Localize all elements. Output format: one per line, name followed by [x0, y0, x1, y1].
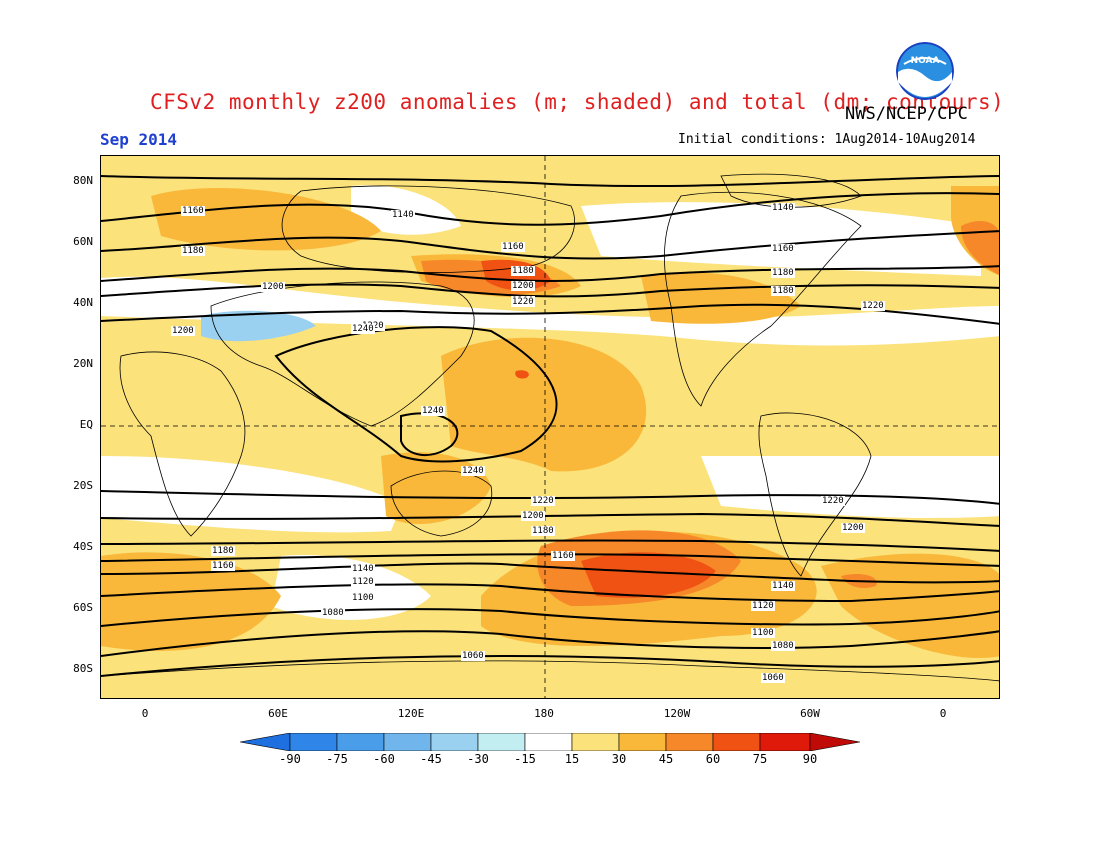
logo-text: NOAA	[910, 56, 940, 66]
contour-label: 1060	[461, 651, 485, 661]
contour-label: 1180	[531, 526, 555, 536]
lon-label: 60E	[268, 707, 288, 720]
contour-label: 1180	[771, 268, 795, 278]
lon-label: 120W	[663, 707, 691, 720]
contour-label: 1180	[771, 286, 795, 296]
colorbar-label: -90	[279, 752, 301, 766]
contour-label: 1080	[321, 608, 345, 618]
contour-label: 1160	[181, 206, 205, 216]
map-center-guides	[101, 156, 999, 698]
initial-conditions: Initial conditions: 1Aug2014-10Aug2014	[678, 132, 976, 147]
contour-label: 1160	[551, 551, 575, 561]
contour-label: 1240	[351, 324, 375, 334]
lon-label: 180	[534, 707, 554, 720]
contour-label: 1140	[391, 210, 415, 220]
contour-label: 1120	[351, 577, 375, 587]
contour-label: 1200	[171, 326, 195, 336]
contour-label: 1100	[351, 593, 375, 603]
colorbar-label: 60	[705, 752, 721, 766]
lat-label: 40N	[73, 296, 93, 309]
contour-label: 1160	[501, 242, 525, 252]
contour-label: 1200	[841, 523, 865, 533]
lat-label: 80N	[73, 174, 93, 187]
contour-label: 1100	[751, 628, 775, 638]
lat-label: 20N	[73, 357, 93, 370]
contour-label: 1220	[511, 297, 535, 307]
colorbar	[239, 732, 861, 755]
contour-label: 1240	[421, 406, 445, 416]
contour-label: 1160	[211, 561, 235, 571]
negative-anomaly-region	[201, 310, 316, 342]
contour-label: 1200	[521, 511, 545, 521]
colorbar-label: -15	[514, 752, 536, 766]
forecast-month: Sep 2014	[100, 130, 178, 149]
lat-label: 80S	[73, 662, 93, 675]
colorbar-label: 90	[802, 752, 818, 766]
contour-label: 1060	[761, 673, 785, 683]
contour-label: 1080	[771, 641, 795, 651]
colorbar-label: -60	[373, 752, 395, 766]
colorbar-label: 75	[752, 752, 768, 766]
map-canvas	[101, 156, 999, 698]
lat-label: 60N	[73, 235, 93, 248]
geopotential-contours	[101, 175, 999, 677]
contour-label: 1180	[211, 546, 235, 556]
contour-label: 1140	[771, 203, 795, 213]
lon-label: 0	[939, 707, 947, 720]
contour-label: 1220	[821, 496, 845, 506]
contour-label: 1180	[511, 266, 535, 276]
colorbar-graphic	[239, 732, 861, 752]
contour-label: 1140	[351, 564, 375, 574]
contour-label: 1140	[771, 581, 795, 591]
colorbar-label: 15	[564, 752, 580, 766]
noaa-logo-graphic	[896, 42, 954, 100]
contour-label: 1120	[751, 601, 775, 611]
contour-label: 1220	[861, 301, 885, 311]
colorbar-label: 30	[611, 752, 627, 766]
lon-label: 120E	[397, 707, 425, 720]
contour-label: 1160	[771, 244, 795, 254]
contour-label: 1200	[261, 282, 285, 292]
contour-label: 1240	[461, 466, 485, 476]
lat-label: 20S	[73, 479, 93, 492]
lat-label: 60S	[73, 601, 93, 614]
contour-label: 1180	[181, 246, 205, 256]
lat-label: 40S	[73, 540, 93, 553]
contour-label: 1200	[511, 281, 535, 291]
agency-label: NWS/NCEP/CPC	[845, 104, 968, 124]
colorbar-label: -75	[326, 752, 348, 766]
noaa-logo-icon: NOAA	[896, 42, 954, 100]
chart-title: CFSv2 monthly z200 anomalies (m; shaded)…	[150, 90, 1005, 114]
colorbar-label: -45	[420, 752, 442, 766]
lon-label: 60W	[800, 707, 820, 720]
colorbar-label: 45	[658, 752, 674, 766]
lon-label: 0	[141, 707, 149, 720]
contour-label: 1220	[531, 496, 555, 506]
colorbar-label: -30	[467, 752, 489, 766]
positive-anomaly-30-45	[101, 186, 999, 658]
anomaly-map: 1160 1140 1140 1180 1160 1180 1160 1200 1180 1200…	[100, 155, 1000, 699]
lat-label: EQ	[79, 418, 93, 431]
